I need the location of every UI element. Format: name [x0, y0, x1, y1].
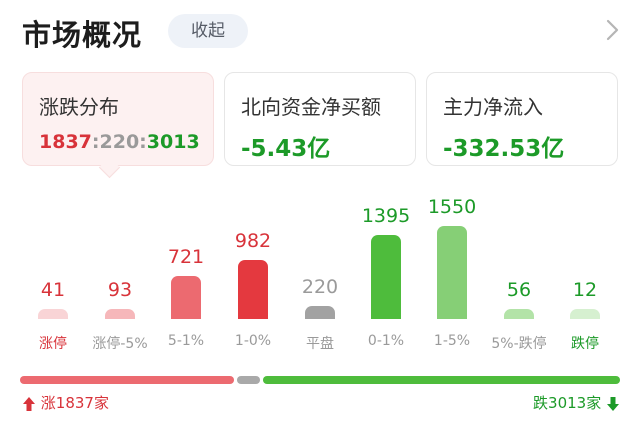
down-summary: 跌3013家: [533, 392, 620, 413]
progress-down-segment: [263, 376, 620, 384]
main-inflow-value: -332.53亿: [443, 136, 565, 162]
bar-value-label: 721: [167, 246, 205, 268]
down-count: 3013: [146, 131, 200, 153]
chart-bar: [437, 226, 467, 319]
card-main-net-inflow[interactable]: 主力净流入 -332.53亿: [426, 72, 618, 166]
bar-value-label: 56: [506, 279, 532, 301]
category-label: 0-1%: [367, 333, 405, 349]
category-label: 跌停: [571, 336, 599, 352]
bar-value-label: 1395: [361, 205, 411, 227]
chart-bar: [371, 235, 401, 319]
chart-bar: [238, 260, 268, 319]
category-label: 平盘: [306, 336, 334, 352]
progress-flat-segment: [237, 376, 260, 384]
flat-count: 220: [99, 131, 140, 153]
bar-value-label: 220: [301, 276, 339, 298]
category-label: 5-1%: [167, 333, 205, 349]
collapse-button[interactable]: 收起: [168, 14, 248, 48]
up-count: 1837: [39, 131, 92, 153]
rise-fall-progress-bar: [20, 376, 620, 384]
up-summary: 涨1837家: [22, 392, 109, 413]
card-label: 涨跌分布: [39, 95, 119, 119]
ratio-sep: :: [91, 131, 100, 153]
card-rise-fall-distribution[interactable]: 涨跌分布 1837:220:3013: [22, 72, 214, 166]
chart-bar: [570, 309, 600, 319]
category-label: 涨停: [39, 336, 67, 352]
chart-bar: [38, 309, 68, 319]
arrow-down-icon: [607, 396, 619, 411]
bar-value-label: 93: [107, 279, 133, 301]
chart-bar: [171, 276, 201, 319]
chevron-right-icon[interactable]: [600, 16, 624, 44]
progress-up-segment: [20, 376, 234, 384]
bar-value-label: 1550: [427, 196, 477, 218]
category-label: 涨停-5%: [92, 336, 148, 352]
ratio-sep: :: [139, 131, 147, 153]
card-label: 北向资金净买额: [241, 95, 381, 119]
chart-bar: [105, 309, 135, 319]
bar-value-label: 982: [234, 230, 272, 252]
page-title: 市场概况: [22, 18, 143, 52]
bar-value-label: 12: [572, 279, 598, 301]
up-summary-text: 涨1837家: [40, 394, 109, 412]
chart-bar: [504, 309, 534, 319]
down-summary-text: 跌3013家: [533, 394, 602, 412]
card-northbound-net-buy[interactable]: 北向资金净买额 -5.43亿: [224, 72, 416, 166]
rise-fall-ratio: 1837:220:3013: [39, 131, 200, 153]
arrow-up-icon: [23, 396, 35, 411]
northbound-value: -5.43亿: [241, 136, 331, 162]
category-label: 5%-跌停: [491, 336, 547, 352]
category-label: 1-5%: [433, 333, 471, 349]
chart-bar: [305, 306, 335, 319]
card-label: 主力净流入: [443, 95, 543, 119]
category-label: 1-0%: [234, 333, 272, 349]
bar-value-label: 41: [40, 279, 66, 301]
